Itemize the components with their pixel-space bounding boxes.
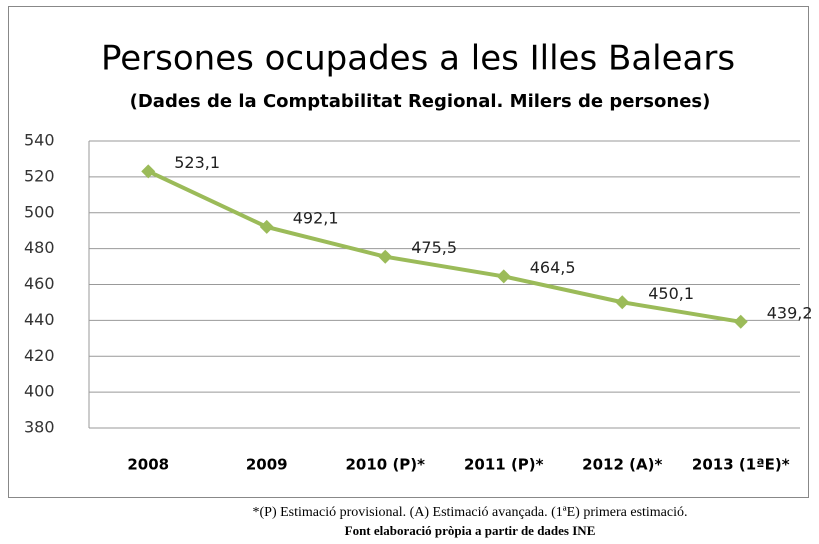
y-tick-label: 460 [24, 274, 55, 293]
x-tick-label: 2010 (P)* [345, 456, 425, 474]
data-label: 492,1 [293, 208, 339, 227]
data-marker [615, 295, 630, 310]
y-tick-label: 420 [24, 346, 55, 365]
y-tick-label: 520 [24, 166, 55, 185]
chart-title: Persones ocupades a les Illes Balears [101, 39, 735, 79]
data-marker [733, 314, 748, 329]
source-note: Font elaboració pròpia a partir de dades… [345, 523, 596, 538]
y-tick-label: 540 [24, 131, 55, 150]
y-tick-label: 380 [24, 418, 55, 437]
data-label: 464,5 [530, 258, 576, 277]
y-tick-label: 500 [24, 202, 55, 221]
data-marker [496, 269, 511, 284]
data-label: 439,2 [767, 303, 813, 322]
x-tick-label: 2012 (A)* [582, 456, 662, 474]
data-line [147, 169, 742, 324]
chart-frame [8, 6, 809, 498]
x-tick-label: 2008 [127, 456, 169, 474]
chart-subtitle: (Dades de la Comptabilitat Regional. Mil… [130, 91, 711, 112]
x-tick-label: 2011 (P)* [464, 456, 544, 474]
data-label: 475,5 [411, 238, 457, 257]
y-tick-label: 440 [24, 310, 55, 329]
footnote: *(P) Estimació provisional. (A) Estimaci… [253, 505, 688, 520]
data-marker [378, 249, 393, 264]
y-tick-label: 480 [24, 238, 55, 257]
data-marker [259, 219, 274, 234]
data-marker [141, 164, 156, 179]
data-label: 450,1 [648, 284, 694, 303]
x-tick-label: 2009 [246, 456, 288, 474]
y-tick-label: 400 [24, 382, 55, 401]
x-tick-label: 2013 (1ªE)* [692, 456, 790, 474]
data-label: 523,1 [174, 153, 220, 172]
